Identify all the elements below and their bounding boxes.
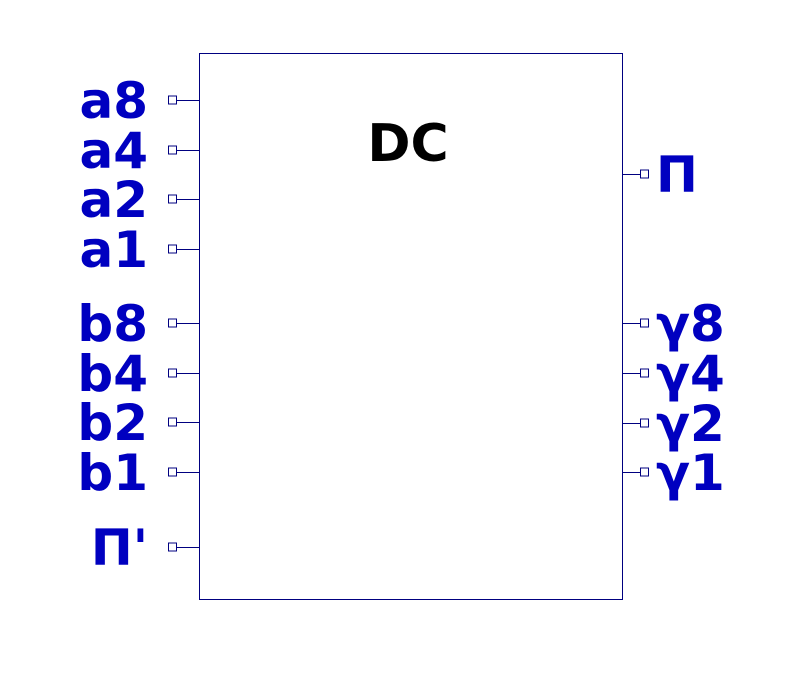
input-terminal [168, 417, 177, 427]
output-terminal [640, 318, 649, 328]
input-pin-b1: b1 [77, 444, 199, 502]
input-pin-a1: a1 [79, 221, 199, 279]
input-terminal [168, 318, 177, 328]
input-terminal [168, 467, 177, 477]
input-label-a1: a1 [79, 221, 148, 279]
input-label-b4: b4 [77, 345, 148, 403]
output-pin-y4: γ4 [623, 345, 725, 403]
output-terminal [640, 169, 649, 179]
output-pin-y1: γ1 [623, 444, 725, 502]
input-label-b2: b2 [77, 394, 148, 452]
input-pin-b4: b4 [77, 345, 199, 403]
input-pin-carry-in: П' [91, 519, 199, 577]
input-pin-a4: a4 [79, 122, 199, 180]
output-label-y2: γ2 [656, 395, 725, 453]
output-label-y4: γ4 [656, 345, 725, 403]
output-label-y8: γ8 [656, 295, 725, 353]
output-terminal [640, 418, 649, 428]
output-pin-y2: γ2 [623, 395, 725, 453]
block-outline [199, 53, 623, 600]
input-pin-a8: a8 [79, 72, 199, 130]
input-terminal [168, 244, 177, 254]
input-label-b8: b8 [77, 295, 148, 353]
input-label-b1: b1 [77, 444, 148, 502]
input-pin-a2: a2 [79, 171, 199, 229]
input-terminal [168, 368, 177, 378]
input-label-a4: a4 [79, 122, 148, 180]
block-title: DC [367, 114, 448, 174]
input-terminal [168, 194, 177, 204]
input-label-a2: a2 [79, 171, 148, 229]
input-label-a8: a8 [79, 72, 148, 130]
input-terminal [168, 95, 177, 105]
output-label-carry-out: П [656, 146, 698, 204]
input-terminal [168, 542, 177, 552]
output-pin-carry-out: П [623, 146, 698, 204]
output-label-y1: γ1 [656, 444, 725, 502]
input-label-carry-in: П' [91, 519, 148, 577]
input-pin-b8: b8 [77, 295, 199, 353]
input-pin-b2: b2 [77, 394, 199, 452]
input-terminal [168, 145, 177, 155]
output-pin-y8: γ8 [623, 295, 725, 353]
output-terminal [640, 368, 649, 378]
output-terminal [640, 467, 649, 477]
